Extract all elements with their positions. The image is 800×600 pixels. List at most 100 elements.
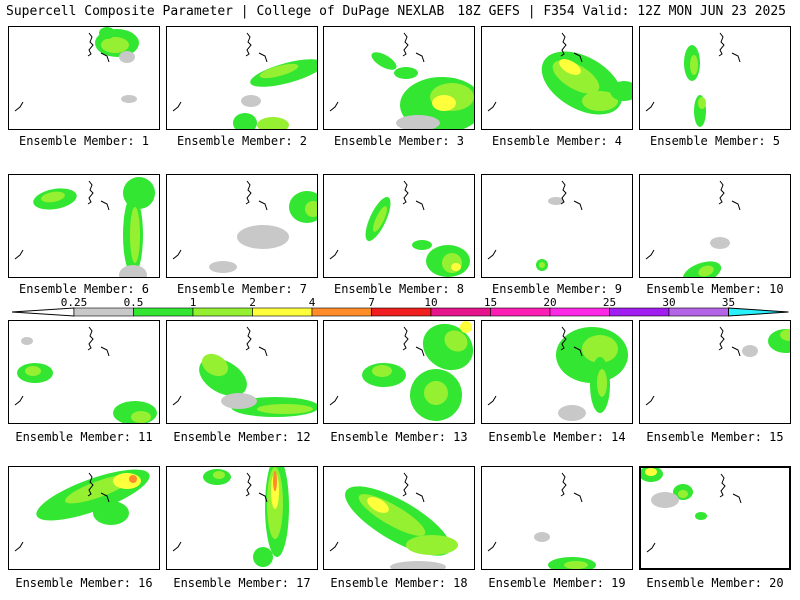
scp-contour-region	[373, 206, 387, 232]
chart-title: Supercell Composite Parameter | College …	[6, 4, 445, 19]
ensemble-member-label: Ensemble Member: 2	[176, 134, 308, 148]
scp-contour-region	[396, 115, 440, 129]
scp-contour-region	[678, 490, 688, 498]
scale-color-bin	[668, 307, 729, 317]
ensemble-map-panel	[166, 466, 318, 570]
lake-outline	[731, 52, 741, 63]
shoreline-outline	[329, 101, 339, 112]
shoreline-outline	[645, 101, 655, 112]
ensemble-map-panel	[481, 320, 633, 424]
coastline-outline	[402, 32, 409, 57]
lake-outline	[415, 492, 425, 503]
lake-outline	[415, 52, 425, 63]
scp-contour-region	[424, 381, 448, 405]
scp-contour-map	[645, 32, 741, 127]
scp-contour-region	[367, 497, 389, 513]
lake-outline	[732, 493, 742, 504]
scp-contour-map	[329, 180, 470, 277]
scp-contour-map	[172, 326, 317, 417]
shoreline-outline	[329, 395, 339, 406]
scp-contour-region	[710, 237, 730, 249]
scp-contour-region	[582, 335, 618, 363]
scp-contour-region	[273, 471, 277, 491]
shoreline-outline	[646, 542, 656, 553]
scale-tick-label: 4	[308, 296, 316, 309]
color-scale-bar	[11, 307, 789, 317]
scp-contour-region	[394, 67, 418, 79]
lake-outline	[100, 52, 110, 63]
ensemble-map-panel	[323, 466, 475, 570]
lake-outline	[258, 492, 268, 503]
lake-outline	[100, 200, 110, 211]
scale-color-bin	[430, 307, 491, 317]
ensemble-map-panel	[323, 174, 475, 278]
ensemble-map-panel	[481, 26, 633, 130]
scp-contour-region	[645, 468, 657, 476]
scp-contour-map	[641, 468, 742, 553]
scale-tick-label: 15	[483, 296, 498, 309]
scp-contour-region	[305, 201, 317, 217]
coastline-outline	[560, 180, 567, 205]
scp-contour-region	[129, 475, 137, 483]
lake-outline	[415, 200, 425, 211]
scale-color-bin	[490, 307, 551, 317]
ensemble-member-label: Ensemble Member: 13	[330, 430, 468, 444]
scp-contour-map	[645, 180, 741, 277]
scp-contour-map	[14, 27, 139, 112]
scale-tick-label: 0.5	[123, 296, 144, 309]
ensemble-map-panel	[8, 26, 160, 130]
scp-contour-region	[564, 561, 588, 569]
ensemble-member-label: Ensemble Member: 20	[646, 576, 784, 590]
scp-contour-region	[406, 535, 458, 555]
scp-contour-map	[645, 326, 790, 406]
lake-outline	[415, 346, 425, 357]
lake-outline	[731, 346, 741, 357]
ensemble-map-panel	[481, 174, 633, 278]
scp-contour-map	[487, 472, 596, 569]
scp-contour-region	[257, 117, 289, 129]
scp-contour-region	[610, 81, 632, 101]
scp-contour-region	[558, 405, 586, 421]
shoreline-outline	[487, 541, 497, 552]
shoreline-outline	[172, 249, 182, 260]
ensemble-member-label: Ensemble Member: 18	[330, 576, 468, 590]
scp-contour-map	[14, 177, 155, 277]
coastline-outline	[402, 472, 409, 497]
coastline-outline	[245, 180, 252, 205]
shoreline-outline	[645, 249, 655, 260]
scp-contour-region	[451, 263, 461, 271]
ensemble-member-label: Ensemble Member: 8	[333, 282, 465, 296]
ensemble-map-panel	[323, 320, 475, 424]
scp-contour-map	[172, 180, 317, 273]
coastline-outline	[718, 32, 725, 57]
scale-tick-label: 7	[368, 296, 375, 309]
coastline-outline	[402, 326, 409, 351]
scp-contour-map	[172, 467, 289, 567]
ensemble-map-panel	[639, 174, 791, 278]
scp-contour-region	[372, 365, 392, 377]
scale-tick-label: 0.25	[60, 296, 88, 309]
shoreline-outline	[14, 249, 24, 260]
scale-color-bin	[311, 307, 372, 317]
lake-outline	[258, 52, 268, 63]
coastline-outline	[245, 32, 252, 57]
scp-contour-map	[487, 326, 628, 421]
scale-color-bin	[73, 307, 134, 317]
lake-outline	[573, 52, 583, 63]
shoreline-outline	[14, 395, 24, 406]
ensemble-member-label: Ensemble Member: 6	[18, 282, 150, 296]
scp-contour-region	[548, 197, 564, 205]
scp-contour-region	[201, 353, 229, 377]
coastline-outline	[718, 180, 725, 205]
shoreline-outline	[172, 395, 182, 406]
ensemble-member-label: Ensemble Member: 9	[491, 282, 623, 296]
ensemble-member-label: Ensemble Member: 15	[646, 430, 784, 444]
scp-contour-region	[241, 95, 261, 107]
ensemble-member-label: Ensemble Member: 4	[491, 134, 623, 148]
scp-contour-region	[780, 329, 790, 341]
shoreline-outline	[329, 249, 339, 260]
shoreline-outline	[645, 395, 655, 406]
scp-contour-region	[130, 207, 140, 263]
scp-contour-region	[559, 59, 581, 75]
scp-contour-region	[233, 113, 257, 129]
